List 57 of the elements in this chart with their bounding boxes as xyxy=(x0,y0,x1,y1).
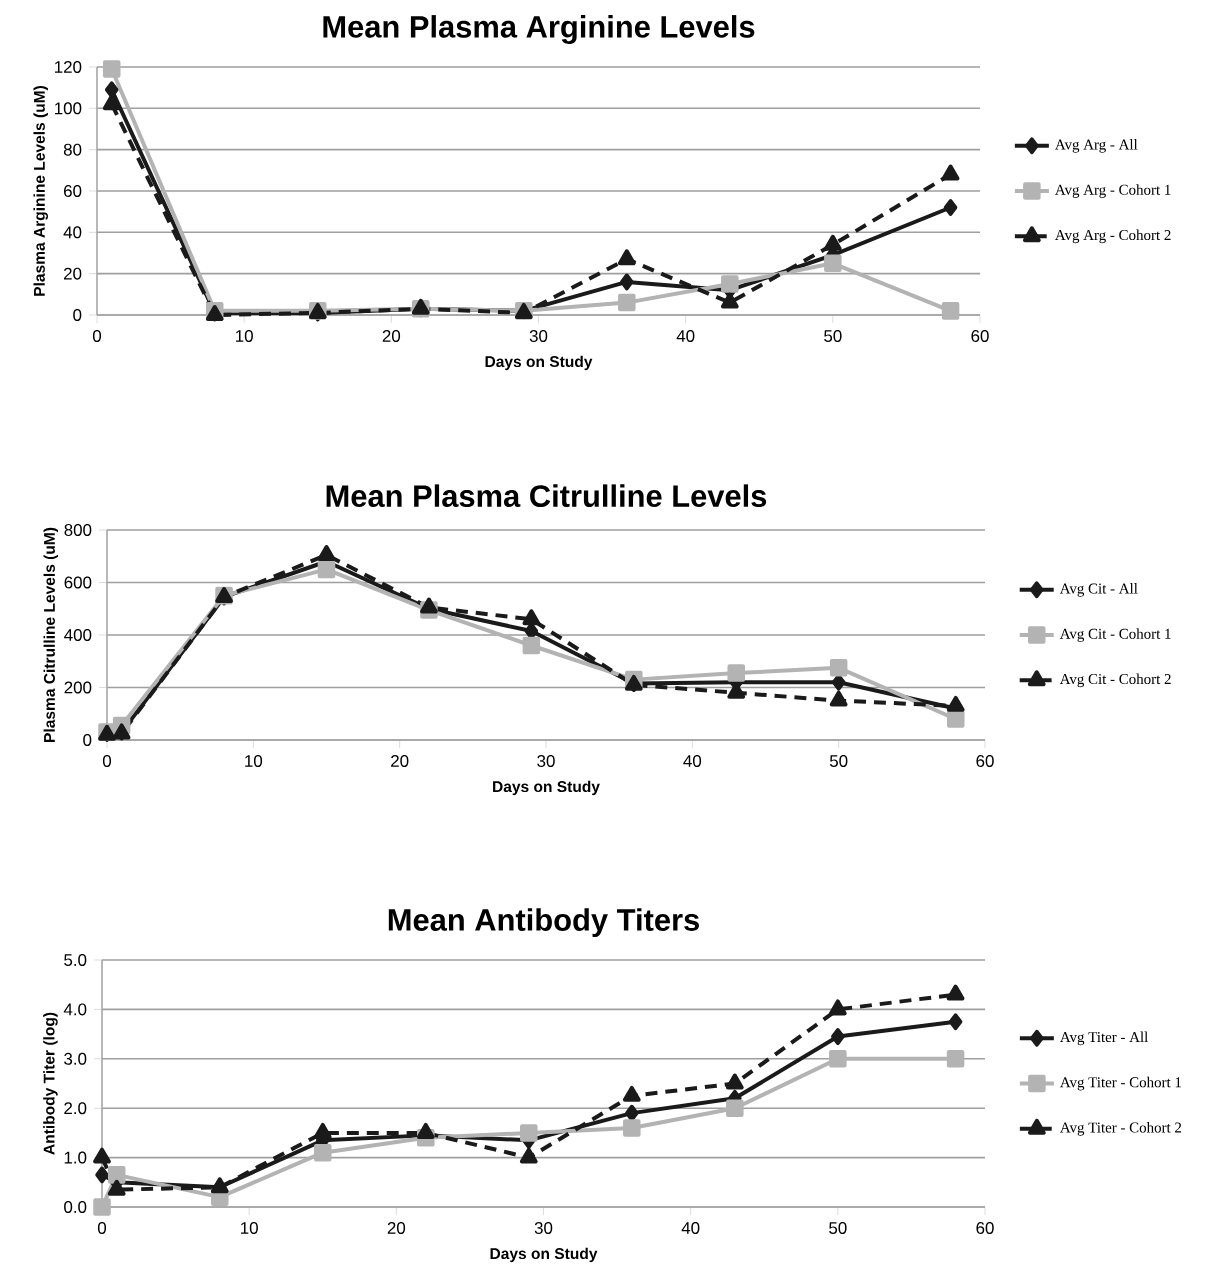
x-tick-label: 40 xyxy=(683,755,702,767)
x-tick-label: 50 xyxy=(824,330,842,342)
x-tick-label: 10 xyxy=(236,330,253,342)
legend-label: Avg Cit - Cohort 2 xyxy=(1059,673,1171,688)
x-axis-title: Days on Study xyxy=(485,355,593,371)
x-axis-title: Days on Study xyxy=(490,1247,598,1263)
x-tick-label: 10 xyxy=(245,755,263,767)
y-tick-label: 3.0 xyxy=(64,1052,87,1065)
y-tick-label: 200 xyxy=(64,681,92,694)
legend-label: Avg Titer - All xyxy=(1060,1031,1148,1046)
legend-label: Avg Titer - Cohort 1 xyxy=(1060,1076,1181,1091)
y-tick-label: 20 xyxy=(64,267,82,280)
x-tick-label: 20 xyxy=(387,1222,406,1234)
x-tick-label: 60 xyxy=(971,330,989,342)
legend-label: Avg Arg - All xyxy=(1055,139,1138,153)
y-tick-label: 40 xyxy=(63,226,82,239)
x-tick-label: 50 xyxy=(829,1222,847,1234)
chart-title: Mean Plasma Arginine Levels xyxy=(323,15,755,44)
x-tick-label: 60 xyxy=(976,755,994,767)
x-tick-label: 0 xyxy=(97,1222,107,1234)
x-tick-label: 20 xyxy=(382,330,401,342)
y-tick-label: 80 xyxy=(63,143,82,156)
legend-label: Avg Cit - Cohort 1 xyxy=(1059,628,1171,642)
y-tick-label: 0.0 xyxy=(64,1201,87,1213)
legend-label: Avg Cit - All xyxy=(1059,583,1138,597)
x-tick-label: 10 xyxy=(241,1222,258,1234)
y-tick-label: 0 xyxy=(73,309,82,321)
x-tick-label: 50 xyxy=(829,755,848,767)
y-tick-label: 60 xyxy=(64,185,82,197)
y-tick-label: 2.0 xyxy=(64,1102,87,1115)
x-tick-label: 60 xyxy=(976,1222,994,1234)
y-axis-title: Plasma Citrulline Levels (uM) xyxy=(43,527,59,742)
y-tick-label: 5.0 xyxy=(64,954,87,966)
x-tick-label: 40 xyxy=(676,330,695,342)
chart-title: Mean Antibody Titers xyxy=(388,908,699,938)
chart-title: Mean Plasma Citrulline Levels xyxy=(326,484,767,508)
x-tick-label: 30 xyxy=(537,755,555,767)
y-tick-label: 4.0 xyxy=(63,1003,87,1016)
x-tick-label: 20 xyxy=(391,755,409,767)
y-axis-title: Antibody Titer (log) xyxy=(43,1012,58,1155)
y-tick-label: 120 xyxy=(55,61,82,73)
legend-label: Avg Titer - Cohort 2 xyxy=(1060,1122,1182,1136)
y-tick-label: 1.0 xyxy=(64,1151,87,1164)
y-tick-label: 600 xyxy=(64,576,92,589)
x-tick-label: 0 xyxy=(102,755,112,767)
y-tick-label: 0 xyxy=(83,734,92,746)
y-tick-label: 400 xyxy=(64,629,92,641)
x-tick-label: 40 xyxy=(681,1222,700,1234)
legend-label: Avg Arg - Cohort 2 xyxy=(1055,229,1171,244)
x-tick-label: 0 xyxy=(92,330,102,342)
y-axis-title: Plasma Arginine Levels (uM) xyxy=(33,85,49,296)
y-tick-label: 800 xyxy=(64,524,92,536)
y-tick-label: 100 xyxy=(55,102,82,115)
x-axis-title: Days on Study xyxy=(493,780,600,796)
x-tick-label: 30 xyxy=(529,330,548,342)
x-tick-label: 30 xyxy=(534,1222,553,1234)
legend-label: Avg Arg - Cohort 1 xyxy=(1055,184,1171,198)
